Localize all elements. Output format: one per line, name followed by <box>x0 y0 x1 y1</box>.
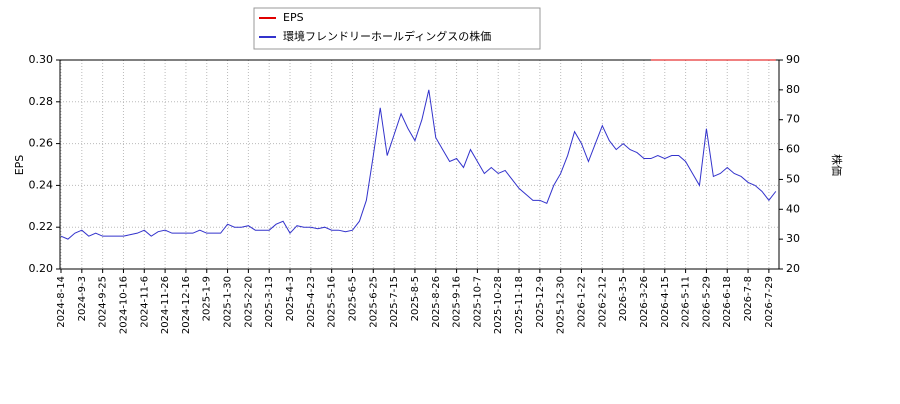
legend-box <box>253 7 541 50</box>
legend-label: EPS <box>283 11 304 24</box>
series-line <box>60 89 777 240</box>
x-tick-label: 2026-2-12 <box>597 276 608 328</box>
x-tick-label: 2025-11-18 <box>514 276 525 334</box>
x-tick-label: 2026-4-15 <box>660 276 671 328</box>
x-tick-label: 2025-6-5 <box>347 276 358 321</box>
x-tick-label: 2024-9-3 <box>77 276 88 321</box>
x-tick-label: 2025-1-9 <box>202 276 213 321</box>
x-tick-label: 2025-12-30 <box>556 276 567 334</box>
legend: EPS 環境フレンドリーホールディングスの株価 <box>253 7 541 50</box>
x-tick-label: 2025-12-9 <box>535 276 546 328</box>
y-tick-label: 0.30 <box>29 53 54 66</box>
x-tick-label: 2026-1-22 <box>577 276 588 328</box>
x-tick-label: 2024-12-16 <box>181 276 192 334</box>
x-tick-label: 2026-6-18 <box>722 276 733 328</box>
x-tick-label: 2025-6-25 <box>368 276 379 328</box>
x-tick-label: 2025-7-15 <box>389 276 400 328</box>
y-tick-label: 0.28 <box>29 95 54 108</box>
x-tick-label: 2024-9-25 <box>98 276 109 328</box>
y-axis-label: EPS <box>13 155 26 176</box>
x-tick-label: 2026-3-26 <box>639 276 650 328</box>
x-tick-label: 2025-1-30 <box>223 276 234 328</box>
x-tick-label: 2025-2-20 <box>243 276 254 328</box>
x-tick-label: 2025-5-16 <box>327 276 338 328</box>
x-tick-label: 2024-8-14 <box>56 276 67 328</box>
x-tick-label: 2026-5-11 <box>681 276 692 328</box>
x-tick-label: 2025-10-28 <box>493 276 504 334</box>
y2-tick-label: 20 <box>786 262 800 275</box>
y2-tick-label: 90 <box>786 53 800 66</box>
y2-axis-label: 株価 <box>830 154 844 176</box>
y-tick-label: 0.22 <box>29 220 54 233</box>
x-tick-label: 2024-11-26 <box>160 276 171 334</box>
x-tick-label: 2026-7-29 <box>764 276 775 328</box>
x-tick-label: 2025-8-26 <box>431 276 442 328</box>
y2-tick-label: 70 <box>786 113 800 126</box>
x-tick-label: 2026-5-29 <box>701 276 712 328</box>
y2-tick-label: 80 <box>786 83 800 96</box>
x-tick-label: 2025-4-3 <box>285 276 296 321</box>
x-tick-label: 2025-10-7 <box>472 276 483 328</box>
y2-tick-label: 60 <box>786 143 800 156</box>
x-tick-label: 2026-7-8 <box>743 276 754 321</box>
x-tick-label: 2024-11-6 <box>139 276 150 328</box>
plot-frame <box>59 59 780 270</box>
y-tick-label: 0.20 <box>29 262 54 275</box>
y-tick-label: 0.24 <box>29 178 54 191</box>
x-tick-label: 2026-3-5 <box>618 276 629 321</box>
x-tick-label: 2025-4-23 <box>306 276 317 328</box>
legend-label: 環境フレンドリーホールディングスの株価 <box>283 29 491 43</box>
y2-tick-label: 30 <box>786 232 800 245</box>
y2-tick-label: 50 <box>786 172 800 185</box>
x-tick-label: 2025-8-5 <box>410 276 421 321</box>
y2-tick-label: 40 <box>786 202 800 215</box>
y-tick-label: 0.26 <box>29 137 54 150</box>
x-tick-label: 2025-9-16 <box>452 276 463 328</box>
x-tick-label: 2025-3-13 <box>264 276 275 328</box>
x-tick-label: 2024-10-16 <box>118 276 129 334</box>
